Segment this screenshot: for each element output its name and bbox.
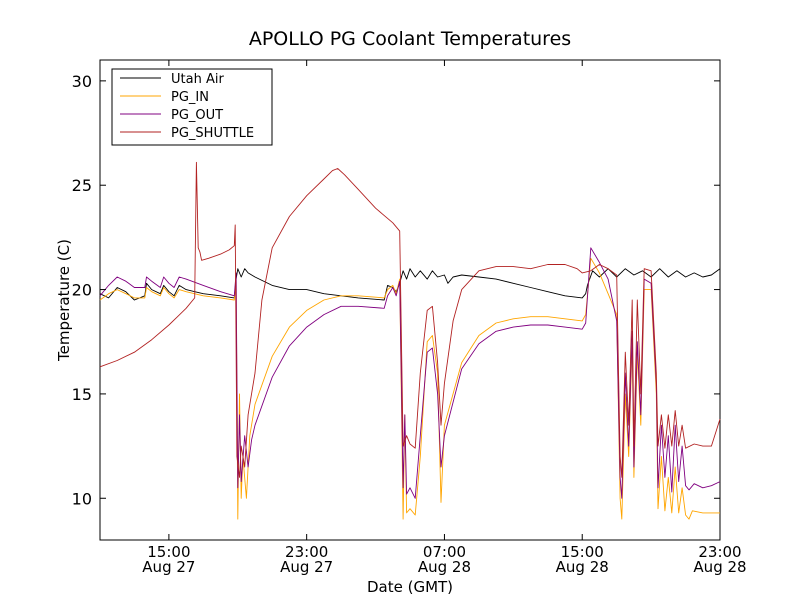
legend: Utah Air PG_IN PG_OUT PG_SHUTTLE [111,68,273,146]
legend-label-utah-air: Utah Air [171,72,224,87]
x-tick-label-date: Aug 28 [556,558,609,576]
legend-label-pg-in: PG_IN [171,90,209,105]
legend-label-pg-shuttle: PG_SHUTTLE [171,126,254,141]
x-axis-label: Date (GMT) [367,578,453,596]
x-tick-label-time: 15:00 [561,543,604,561]
chart-title: APOLLO PG Coolant Temperatures [249,28,571,50]
x-tick-label-time: 23:00 [698,543,741,561]
y-tick-label: 25 [72,176,92,195]
x-tick-label-date: Aug 27 [142,558,195,576]
x-tick-label-date: Aug 28 [418,558,471,576]
y-tick-label: 30 [72,72,92,91]
x-tick-label-time: 07:00 [423,543,466,561]
x-tick-label-date: Aug 27 [280,558,333,576]
x-tick-label-date: Aug 28 [693,558,746,576]
x-tick-label-time: 23:00 [285,543,328,561]
series-lines [99,161,721,520]
series-line-pg-shuttle [99,161,721,478]
y-tick-label: 10 [72,489,92,508]
legend-label-pg-out: PG_OUT [171,108,223,123]
y-tick-label: 15 [72,385,92,404]
series-line-utah-air [99,268,721,301]
x-tick-label-time: 15:00 [147,543,190,561]
y-tick-label: 20 [72,281,92,300]
y-axis-label: Temperature (C) [55,239,73,362]
